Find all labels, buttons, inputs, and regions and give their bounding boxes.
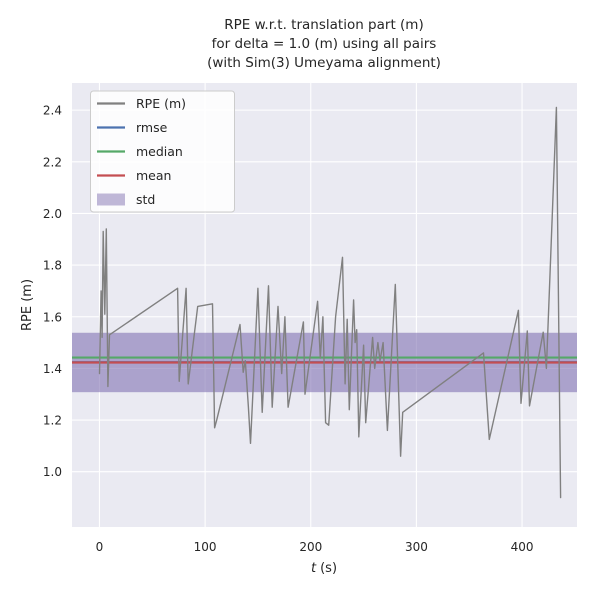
legend-swatch-std [97, 193, 125, 206]
rpe-line [98, 106, 562, 499]
tick-labels-layer: 1.0 1.2 1.4 1.6 1.8 2.0 2.2 2.4 0 100 200 300 400 [43, 104, 534, 554]
y-tick-label: 1.6 [43, 310, 62, 324]
x-tick-label: 100 [194, 540, 217, 554]
chart-title-line-3: (with Sim(3) Umeyama alignment) [207, 55, 441, 71]
y-tick-label: 2.4 [43, 104, 62, 118]
legend-label-std: std [136, 192, 155, 207]
data-line-layer [98, 106, 562, 499]
legend-box [90, 90, 235, 213]
x-axis-label: t (s) [311, 561, 337, 576]
x-tick-label: 200 [299, 540, 322, 554]
x-axis-label-variable: t [311, 561, 317, 576]
legend-label-median: median [136, 144, 183, 159]
x-tick-label: 400 [511, 540, 534, 554]
y-tick-label: 1.2 [43, 414, 62, 428]
legend-label-rpem: RPE (m) [136, 96, 186, 111]
y-tick-label: 1.0 [43, 465, 62, 479]
y-axis-label: RPE (m) [20, 279, 35, 331]
y-tick-label: 2.0 [43, 207, 62, 221]
y-tick-label: 1.8 [43, 259, 62, 273]
x-tick-label: 300 [405, 540, 428, 554]
legend-label-mean: mean [136, 168, 171, 183]
x-tick-label: 0 [96, 540, 104, 554]
chart-title-line-2: for delta = 1.0 (m) using all pairs [212, 36, 437, 52]
y-tick-label: 1.4 [43, 362, 62, 376]
chart-title-line-1: RPE w.r.t. translation part (m) [224, 17, 423, 33]
y-tick-label: 2.2 [43, 155, 62, 169]
x-axis-label-unit: (s) [320, 561, 337, 576]
legend: RPE (m) rmse median mean std [90, 90, 235, 213]
legend-label-rmse: rmse [136, 120, 168, 135]
